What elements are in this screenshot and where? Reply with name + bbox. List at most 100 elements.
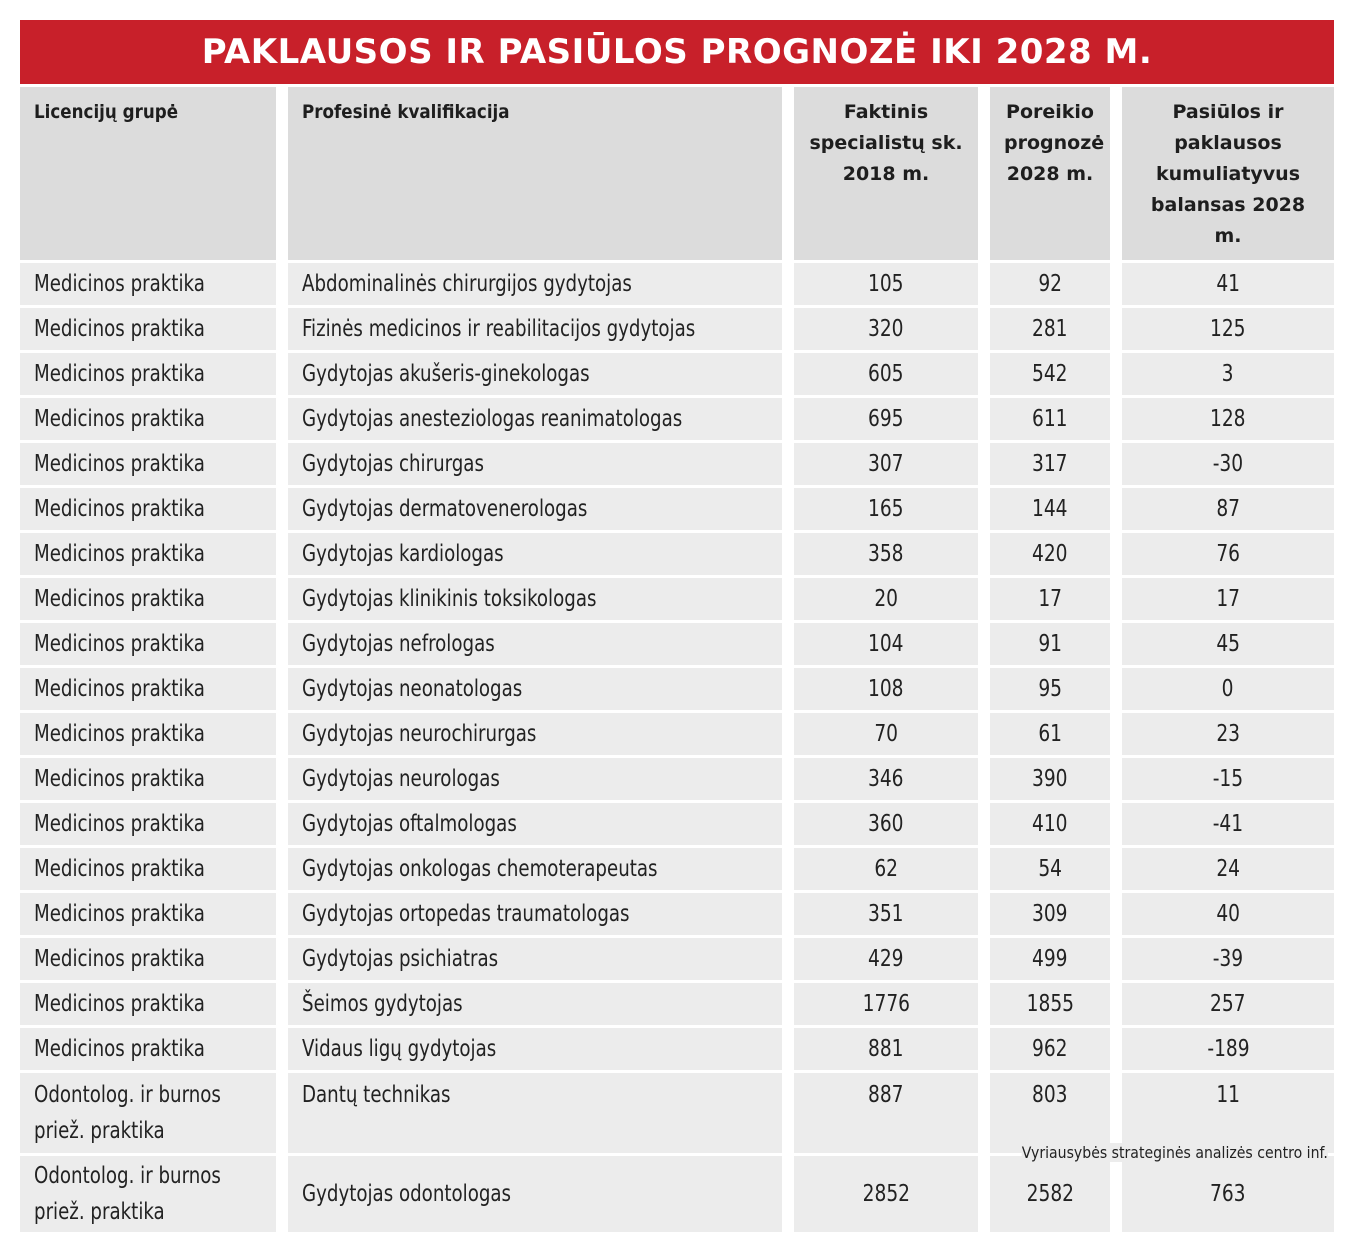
cell-group: Medicinos praktika <box>20 578 276 620</box>
cell-qualification: Vidaus ligų gydytojas <box>288 1028 782 1070</box>
table-header-row: Licencijų grupė Profesinė kvalifikacija … <box>20 87 1334 260</box>
table-row: Medicinos praktika Gydytojas oftalmologas… <box>20 803 1334 845</box>
cell-actual: 320 <box>794 308 978 350</box>
source-note: Vyriausybės strateginės analizės centro … <box>1021 1143 1328 1162</box>
cell-qualification: Gydytojas kardiologas <box>288 533 782 575</box>
cell-balance: 257 <box>1122 983 1334 1025</box>
table-row: Medicinos praktika Abdominalinės chirurgi… <box>20 263 1334 305</box>
cell-actual: 20 <box>794 578 978 620</box>
cell-qualification: Dantų technikas <box>288 1073 782 1153</box>
cell-actual: 165 <box>794 488 978 530</box>
cell-group: Medicinos praktika <box>20 983 276 1025</box>
cell-qualification: Gydytojas odontologas <box>288 1156 782 1232</box>
cell-forecast: 281 <box>990 308 1110 350</box>
column-header-license-group: Licencijų grupė <box>20 87 276 260</box>
column-header-balance-2028: Pasiūlos ir paklausos kumuliatyvus balan… <box>1122 87 1334 260</box>
cell-forecast: 95 <box>990 668 1110 710</box>
cell-balance: 763 <box>1122 1156 1334 1232</box>
cell-forecast: 390 <box>990 758 1110 800</box>
table-row: Medicinos praktika Gydytojas ortopedas tr… <box>20 893 1334 935</box>
table-row: Odontolog. ir burnos priež. praktika Dant… <box>20 1073 1334 1153</box>
cell-balance: 17 <box>1122 578 1334 620</box>
cell-group: Medicinos praktika <box>20 668 276 710</box>
cell-actual: 70 <box>794 713 978 755</box>
column-header-qualification: Profesinė kvalifikacija <box>288 87 782 260</box>
table-row: Medicinos praktika Gydytojas chirurgas 307… <box>20 443 1334 485</box>
cell-actual: 2852 <box>794 1156 978 1232</box>
cell-forecast: 962 <box>990 1028 1110 1070</box>
cell-actual: 360 <box>794 803 978 845</box>
column-header-actual-2018: Faktinis specialistų sk. 2018 m. <box>794 87 978 260</box>
cell-group: Medicinos praktika <box>20 938 276 980</box>
cell-balance: 3 <box>1122 353 1334 395</box>
cell-forecast: 410 <box>990 803 1110 845</box>
cell-actual: 307 <box>794 443 978 485</box>
cell-group: Medicinos praktika <box>20 713 276 755</box>
page-title: PAKLAUSOS IR PASIŪLOS PROGNOZĖ IKI 2028 … <box>201 32 1153 72</box>
cell-balance: -189 <box>1122 1028 1334 1070</box>
cell-forecast: 317 <box>990 443 1110 485</box>
cell-group: Medicinos praktika <box>20 398 276 440</box>
cell-actual: 104 <box>794 623 978 665</box>
cell-balance: 125 <box>1122 308 1334 350</box>
cell-balance: 45 <box>1122 623 1334 665</box>
cell-group: Medicinos praktika <box>20 848 276 890</box>
cell-balance: 23 <box>1122 713 1334 755</box>
table-row: Medicinos praktika Gydytojas neonatologas… <box>20 668 1334 710</box>
cell-balance: 11 <box>1122 1073 1334 1153</box>
cell-balance: 0 <box>1122 668 1334 710</box>
cell-forecast: 54 <box>990 848 1110 890</box>
cell-qualification: Gydytojas klinikinis toksikologas <box>288 578 782 620</box>
cell-qualification: Gydytojas akušeris-ginekologas <box>288 353 782 395</box>
cell-qualification: Gydytojas psichiatras <box>288 938 782 980</box>
cell-actual: 105 <box>794 263 978 305</box>
cell-balance: -30 <box>1122 443 1334 485</box>
cell-forecast: 17 <box>990 578 1110 620</box>
cell-qualification: Šeimos gydytojas <box>288 983 782 1025</box>
cell-group: Medicinos praktika <box>20 758 276 800</box>
cell-actual: 358 <box>794 533 978 575</box>
table-row: Medicinos praktika Gydytojas dermatovener… <box>20 488 1334 530</box>
cell-forecast: 61 <box>990 713 1110 755</box>
cell-group: Medicinos praktika <box>20 443 276 485</box>
cell-actual: 62 <box>794 848 978 890</box>
table-row: Medicinos praktika Fizinės medicinos ir r… <box>20 308 1334 350</box>
table-row: Medicinos praktika Gydytojas nefrologas 10… <box>20 623 1334 665</box>
cell-group: Medicinos praktika <box>20 353 276 395</box>
table-row: Medicinos praktika Gydytojas psichiatras 4… <box>20 938 1334 980</box>
cell-actual: 605 <box>794 353 978 395</box>
cell-forecast: 92 <box>990 263 1110 305</box>
cell-forecast: 611 <box>990 398 1110 440</box>
table-row: Medicinos praktika Gydytojas neurochirurg… <box>20 713 1334 755</box>
cell-group: Odontolog. ir burnos priež. praktika <box>20 1073 276 1153</box>
cell-group: Odontolog. ir burnos priež. praktika <box>20 1156 276 1232</box>
cell-group: Medicinos praktika <box>20 308 276 350</box>
cell-forecast: 2582 <box>990 1156 1110 1232</box>
cell-forecast: 803 <box>990 1073 1110 1153</box>
forecast-table: Licencijų grupė Profesinė kvalifikacija … <box>8 84 1346 1235</box>
cell-group: Medicinos praktika <box>20 1028 276 1070</box>
cell-qualification: Abdominalinės chirurgijos gydytojas <box>288 263 782 305</box>
forecast-table-figure: PAKLAUSOS IR PASIŪLOS PROGNOZĖ IKI 2028 … <box>20 20 1334 1235</box>
cell-qualification: Gydytojas dermatovenerologas <box>288 488 782 530</box>
table-row: Medicinos praktika Gydytojas anesteziolog… <box>20 398 1334 440</box>
cell-forecast: 542 <box>990 353 1110 395</box>
cell-balance: 40 <box>1122 893 1334 935</box>
table-row: Medicinos praktika Vidaus ligų gydytojas 8… <box>20 1028 1334 1070</box>
cell-qualification: Gydytojas chirurgas <box>288 443 782 485</box>
table-row: Medicinos praktika Gydytojas neurologas 34… <box>20 758 1334 800</box>
cell-group: Medicinos praktika <box>20 803 276 845</box>
cell-qualification: Gydytojas ortopedas traumatologas <box>288 893 782 935</box>
cell-qualification: Gydytojas onkologas chemoterapeutas <box>288 848 782 890</box>
cell-qualification: Gydytojas neurochirurgas <box>288 713 782 755</box>
cell-actual: 429 <box>794 938 978 980</box>
cell-qualification: Gydytojas neurologas <box>288 758 782 800</box>
cell-forecast: 420 <box>990 533 1110 575</box>
cell-balance: -15 <box>1122 758 1334 800</box>
cell-balance: 128 <box>1122 398 1334 440</box>
cell-group: Medicinos praktika <box>20 263 276 305</box>
cell-balance: -39 <box>1122 938 1334 980</box>
cell-actual: 1776 <box>794 983 978 1025</box>
table-row: Medicinos praktika Gydytojas kardiologas 3… <box>20 533 1334 575</box>
table-body: Medicinos praktika Abdominalinės chirurgi… <box>20 263 1334 1232</box>
